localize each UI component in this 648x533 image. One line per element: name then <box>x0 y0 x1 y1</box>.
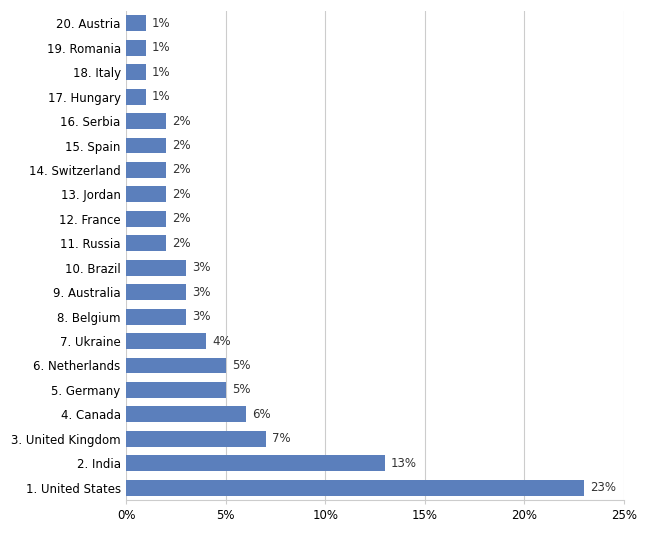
Bar <box>126 15 146 31</box>
Text: 6%: 6% <box>251 408 270 421</box>
Text: 5%: 5% <box>232 383 250 397</box>
Bar <box>126 480 584 496</box>
Text: 1%: 1% <box>152 17 171 30</box>
Text: 3%: 3% <box>192 261 211 274</box>
Bar <box>126 162 166 178</box>
Text: 1%: 1% <box>152 41 171 54</box>
Bar <box>126 113 166 129</box>
Text: 3%: 3% <box>192 310 211 323</box>
Bar <box>126 284 186 300</box>
Bar <box>126 406 246 422</box>
Bar <box>126 40 146 56</box>
Text: 3%: 3% <box>192 286 211 298</box>
Bar <box>126 382 226 398</box>
Bar <box>126 455 385 471</box>
Text: 2%: 2% <box>172 188 191 201</box>
Text: 2%: 2% <box>172 237 191 250</box>
Bar <box>126 211 166 227</box>
Text: 2%: 2% <box>172 164 191 176</box>
Text: 4%: 4% <box>212 335 231 348</box>
Bar <box>126 236 166 251</box>
Bar <box>126 138 166 154</box>
Text: 7%: 7% <box>272 432 290 445</box>
Bar <box>126 333 206 349</box>
Bar <box>126 431 266 447</box>
Text: 2%: 2% <box>172 115 191 127</box>
Text: 2%: 2% <box>172 212 191 225</box>
Text: 13%: 13% <box>391 457 417 470</box>
Bar <box>126 309 186 325</box>
Text: 1%: 1% <box>152 90 171 103</box>
Bar <box>126 358 226 374</box>
Text: 23%: 23% <box>590 481 616 494</box>
Text: 5%: 5% <box>232 359 250 372</box>
Text: 1%: 1% <box>152 66 171 79</box>
Bar <box>126 260 186 276</box>
Bar <box>126 187 166 203</box>
Bar <box>126 64 146 80</box>
Text: 2%: 2% <box>172 139 191 152</box>
Bar <box>126 88 146 104</box>
